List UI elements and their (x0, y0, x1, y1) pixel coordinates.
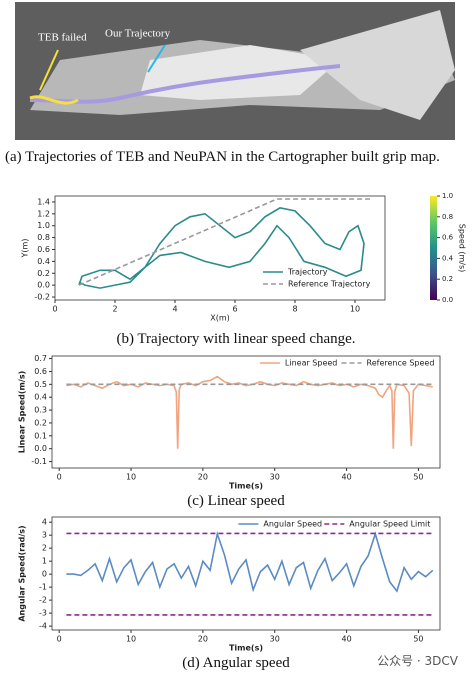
x-tick-label: 50 (413, 635, 423, 644)
x-tick-label: 0 (57, 473, 62, 482)
x-tick-label: 30 (270, 635, 280, 644)
y-tick-label: 3 (42, 531, 47, 540)
legend-label: Reference Speed (367, 359, 435, 368)
y-tick-label: -0.1 (31, 457, 47, 466)
y-tick-label: 0.4 (34, 393, 47, 402)
arrow (39, 49, 59, 91)
caption: (c) Linear speed (187, 493, 285, 509)
y-axis-label: Angular Speed(rad/s) (18, 525, 27, 621)
colorbar-label: Speed (m/s) (458, 224, 467, 273)
caption: (b) Trajectory with linear speed change. (116, 331, 356, 347)
legend-label: Linear Speed (285, 359, 337, 368)
x-tick-label: 0 (57, 635, 62, 644)
map: TEB failed Our Trajectory (15, 2, 455, 140)
plot-frame (51, 355, 441, 469)
series-line (66, 530, 434, 593)
map-label: Our Trajectory (105, 28, 171, 40)
y-tick-label: 0.1 (34, 431, 47, 440)
y-tick-label: 0.0 (37, 281, 50, 290)
y-tick-label: 0.2 (37, 269, 50, 278)
y-tick-label: -4 (39, 622, 47, 631)
series-line (66, 532, 433, 616)
caption: (a) Trajectories of TEB and NeuPAN in th… (5, 149, 440, 165)
legend-label: Angular Speed (263, 520, 322, 529)
x-axis-label: Time(s) (229, 482, 263, 491)
y-tick-label: 0.3 (34, 406, 47, 415)
y-tick-label: 1.2 (37, 209, 50, 218)
y-tick-label: 0.6 (34, 367, 47, 376)
x-tick-label: 4 (172, 305, 177, 314)
y-tick-label: 1.4 (37, 197, 50, 206)
y-tick-label: 2 (42, 544, 47, 553)
legend-label: Reference Trajectory (288, 280, 371, 289)
legend-label: Angular Speed Limit (349, 520, 430, 529)
teb-trajectory (29, 95, 79, 105)
series-line (66, 375, 433, 449)
x-tick-label: 30 (270, 473, 280, 482)
x-axis-label: X(m) (210, 314, 230, 323)
y-tick-label: 0.4 (37, 257, 50, 266)
y-tick-label: 4 (42, 518, 47, 527)
colorbar (430, 196, 437, 300)
map-label: TEB failed (38, 32, 87, 44)
series-line (78, 207, 365, 289)
map-free-space (300, 10, 455, 120)
y-tick-label: 0.6 (37, 245, 50, 254)
y-tick-label: 0.0 (34, 444, 47, 453)
y-tick-label: -1 (39, 583, 47, 592)
x-axis-label: Time(s) (229, 644, 263, 653)
x-tick-label: 40 (341, 473, 351, 482)
x-tick-label: 20 (198, 635, 208, 644)
x-tick-label: 0 (52, 305, 57, 314)
y-tick-label: 0.7 (34, 354, 47, 363)
y-tick-label: 0 (42, 570, 47, 579)
legend-label: Trajectory (287, 268, 328, 277)
x-tick-label: 10 (350, 305, 360, 314)
plot-frame (51, 516, 441, 631)
colorbar-tick-label: 1.0 (442, 192, 453, 200)
y-tick-label: 1.0 (37, 221, 50, 230)
colorbar-tick-label: 0.0 (442, 296, 453, 304)
colorbar-tick-label: 0.2 (442, 275, 453, 283)
y-axis-label: Linear Speed(m/s) (18, 371, 27, 454)
y-tick-label: 0.2 (34, 418, 47, 427)
x-tick-label: 8 (292, 305, 297, 314)
y-tick-label: -3 (39, 609, 47, 618)
colorbar-tick-label: 0.6 (442, 234, 454, 242)
y-tick-label: 0.5 (34, 380, 47, 389)
x-tick-label: 50 (413, 473, 423, 482)
y-tick-label: -0.2 (34, 293, 50, 302)
y-tick-label: -2 (39, 596, 47, 605)
x-tick-label: 20 (198, 473, 208, 482)
y-tick-label: 0.8 (37, 233, 50, 242)
y-tick-label: 1 (42, 557, 47, 566)
y-axis-label: Y(m) (21, 239, 30, 259)
colorbar-tick-label: 0.8 (442, 213, 453, 221)
x-tick-label: 40 (341, 635, 351, 644)
plot-frame (54, 195, 386, 301)
arrow (147, 44, 166, 73)
watermark: 公众号 · 3DCV (377, 654, 458, 668)
caption: (d) Angular speed (182, 655, 290, 671)
x-tick-label: 10 (126, 473, 136, 482)
x-tick-label: 2 (112, 305, 117, 314)
x-tick-label: 6 (232, 305, 237, 314)
colorbar-tick-label: 0.4 (442, 254, 454, 262)
x-tick-label: 10 (126, 635, 136, 644)
